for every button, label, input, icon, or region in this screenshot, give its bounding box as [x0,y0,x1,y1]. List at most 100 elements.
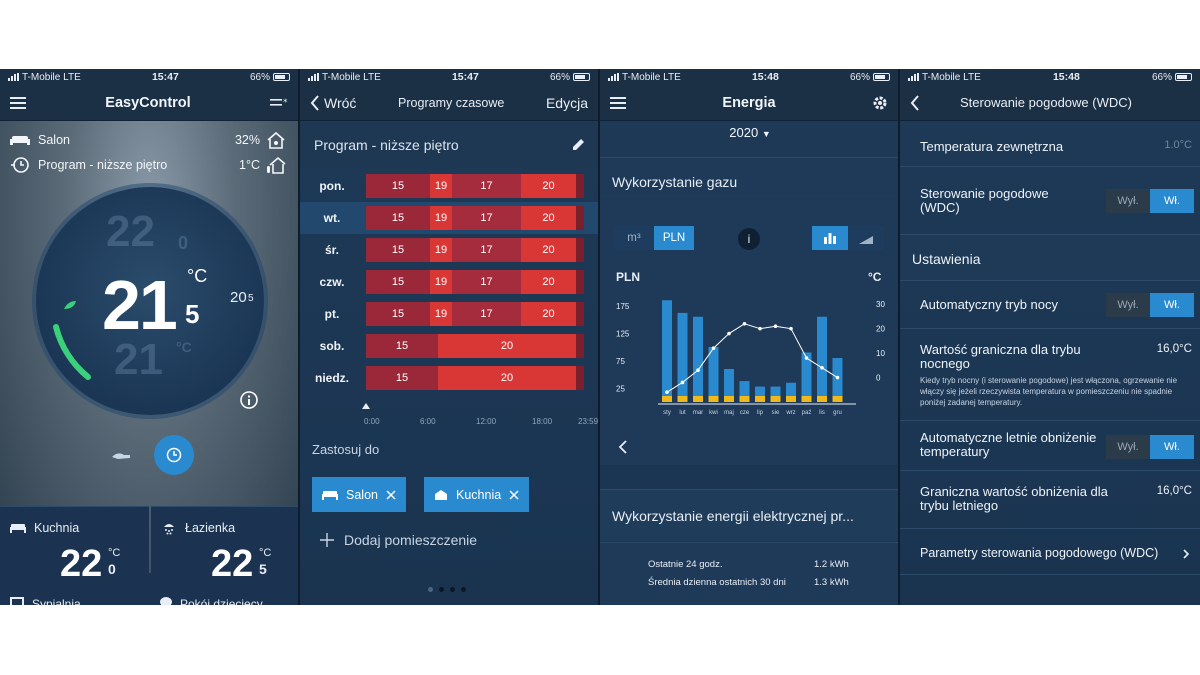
phone-programs: T-Mobile LTE 15:47 66% Wróć Programy cza… [300,69,600,605]
bar-chart-option[interactable] [812,226,848,250]
night-limit-row[interactable]: Wartość graniczna dla trybu nocnego 16,0… [900,329,1200,421]
room-row[interactable]: Salon 32% [10,131,286,149]
auto-mode-button[interactable] [154,435,194,475]
schedule-row[interactable]: niedz. 15 20 [300,362,598,394]
stat-30d-value: 1.3 kWh [814,577,849,588]
status-bar: T-Mobile LTE 15:47 66% [0,69,298,85]
network: LTE [63,71,81,83]
year-selector[interactable]: 2020 ▼ [600,121,898,157]
toggle-off[interactable]: Wył. [1106,435,1150,459]
room-tile-lazienka[interactable]: Łazienka 22 °C 5 [151,506,298,605]
room-tile-sypialnia[interactable]: Sypialnia [10,597,81,605]
time-axis-tick: 18:00 [532,417,553,426]
summer-row: Automatyczne letnie obniżenie temperatur… [900,421,1200,471]
add-room-button[interactable]: Dodaj pomieszczenie [320,532,477,548]
schedule-segment: 17 [452,206,521,230]
close-icon[interactable] [386,489,396,500]
edit-button[interactable]: Edycja [545,94,588,111]
wdc-params-label: Parametry sterowania pogodowego (WDC) [920,546,1159,560]
schedule-row[interactable]: pon. 15 19 17 20 [300,170,598,202]
electric-card-header[interactable]: Wykorzystanie energii elektrycznej pr... [600,489,898,541]
bar-base [770,396,781,402]
temperature-point [758,326,762,331]
bed-icon [10,597,24,605]
x-tick-label: lip [757,410,764,416]
room-chip-label: Kuchnia [456,487,502,502]
add-room-label: Dodaj pomieszczenie [344,532,478,548]
status-bar: T-Mobile LTE 15:48 66% [900,69,1200,85]
temperature-point [789,326,793,331]
settings-header-label: Ustawienia [912,251,981,267]
toggle-on[interactable]: Wł. [1150,189,1194,213]
schedule-bar-end [576,334,584,358]
toggle-on[interactable]: Wł. [1150,435,1194,459]
menu-icon[interactable] [10,96,26,109]
night-mode-label: Automatyczny tryb nocy [920,297,1058,312]
bar-base [786,396,796,402]
back-button[interactable]: Wróć [310,95,356,111]
toggle-off[interactable]: Wył. [1106,293,1150,317]
room-tile-pokoj-dzieciecy[interactable]: Pokój dziecięcy [160,597,263,605]
chevron-left-icon[interactable] [910,94,920,111]
close-icon[interactable] [509,489,519,500]
night-mode-toggle[interactable]: Wył. Wł. [1106,293,1194,317]
pencil-icon[interactable] [570,137,586,153]
bar-pln [817,316,827,398]
temperature-point [804,356,809,360]
unit-pln-option[interactable]: PLN [654,226,694,250]
schedule-segment: 17 [452,238,521,262]
wdc-label: Sterowanie pogodowe (WDC) [920,186,1049,215]
y-left-tick: 75 [616,357,625,366]
schedule-row[interactable]: sob. 15 20 [300,330,598,362]
settings-header: Ustawienia [900,235,1200,281]
x-tick-label: wrz [785,410,795,416]
room-tile-name: Kuchnia [34,521,80,535]
temperature-dial[interactable]: 22 0 21 °C 5 21 °C [36,187,264,415]
chart-type-toggle [812,226,884,250]
schedule-day-label: niedz. [314,371,349,385]
wdc-toggle[interactable]: Wył. Wł. [1106,189,1194,213]
schedule-day-label: pt. [324,307,340,321]
signal-icon [308,72,319,81]
menu-icon[interactable] [610,96,626,109]
unit-m3-option[interactable]: m³ [614,226,654,250]
info-icon[interactable] [240,391,258,409]
room-chip-kuchnia[interactable]: Kuchnia [424,477,530,512]
schedule-bar-end [576,206,584,230]
y-right-tick: 20 [876,325,885,334]
schedule-segment: 15 [366,366,438,390]
summer-limit-row[interactable]: Graniczna wartość obniżenia dla trybu le… [900,471,1200,529]
x-tick-label: kwi [709,410,718,416]
schedule-row[interactable]: wt. 15 19 17 20 [300,202,598,234]
house-outdoor-icon [267,156,286,174]
schedule-bar: 15 19 17 20 [366,206,588,230]
manual-mode-icon[interactable] [110,447,132,463]
clock: 15:48 [1052,71,1080,83]
room-tile-name: Pokój dziecięcy [180,597,263,605]
schedule-segment: 17 [452,302,521,326]
schedule-row[interactable]: czw. 15 19 17 20 [300,266,598,298]
chart-info-button[interactable]: i [738,228,760,250]
schedule-row[interactable]: pt. 15 19 17 20 [300,298,598,330]
y-right-axis-label: °C [868,270,882,284]
chevron-left-icon[interactable] [618,440,628,454]
current-temperature-decimal: 5 [185,299,200,329]
schedule-row[interactable]: śr. 15 19 17 20 [300,234,598,266]
schedule-bar: 15 19 17 20 [366,238,588,262]
toggle-on[interactable]: Wł. [1150,293,1194,317]
program-name: Program - niższe piętro [38,158,168,172]
settings-sliders-icon[interactable]: * [269,97,288,109]
gear-icon[interactable] [872,95,888,111]
wdc-params-row[interactable]: Parametry sterowania pogodowego (WDC) [900,529,1200,575]
room-tile-kuchnia[interactable]: Kuchnia 22 °C 0 [0,506,149,605]
screenshots-strip: T-Mobile LTE 15:47 66% EasyControl * Sal… [0,69,1200,605]
toggle-off[interactable]: Wył. [1106,189,1150,213]
summer-toggle[interactable]: Wył. Wł. [1106,435,1194,459]
y-left-tick: 125 [616,329,630,338]
schedule-bar: 15 20 [366,334,588,358]
bar-chart-icon [824,233,836,244]
program-row[interactable]: Program - niższe piętro 1°C [10,156,286,174]
room-chip-salon[interactable]: Salon [312,477,406,512]
area-chart-option[interactable] [848,226,884,250]
battery-icon [1175,72,1192,81]
